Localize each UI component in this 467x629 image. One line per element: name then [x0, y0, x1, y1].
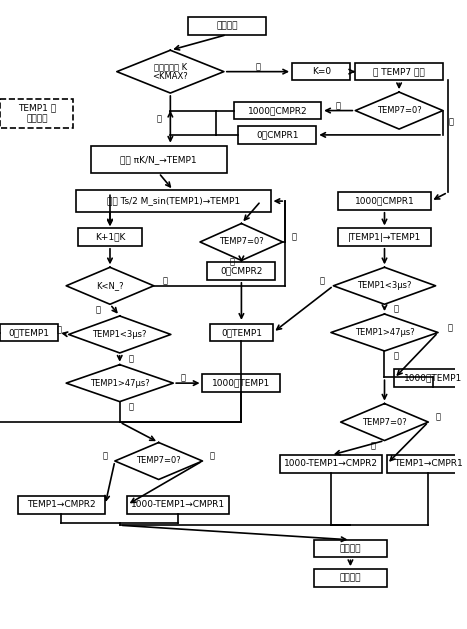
Text: 现场保护: 现场保护: [216, 21, 238, 30]
Bar: [394, 369, 467, 387]
Text: 是: 是: [319, 276, 324, 286]
Bar: [18, 496, 105, 513]
Bar: [314, 569, 387, 587]
Text: 对 TEMP7 求反: 对 TEMP7 求反: [373, 67, 425, 76]
Text: |TEMP1|→TEMP1: |TEMP1|→TEMP1: [348, 233, 421, 242]
Text: 1000－TEMP1: 1000－TEMP1: [404, 374, 462, 383]
Bar: [355, 63, 443, 81]
Bar: [210, 324, 273, 342]
Text: 0－TEMP1: 0－TEMP1: [221, 328, 262, 337]
Text: 是: 是: [229, 257, 234, 266]
Text: 否: 否: [255, 62, 261, 71]
Bar: [292, 63, 350, 81]
Text: 否: 否: [292, 233, 297, 242]
Text: 0－CMPR2: 0－CMPR2: [220, 267, 262, 276]
Bar: [78, 228, 142, 246]
Text: TEMP1<3μs?: TEMP1<3μs?: [92, 330, 147, 339]
Text: 否: 否: [370, 441, 375, 450]
Text: K+1－K: K+1－K: [95, 233, 125, 242]
Text: 是: 是: [336, 101, 341, 110]
Text: TEMP7=0?: TEMP7=0?: [219, 238, 264, 247]
Bar: [207, 262, 276, 280]
Bar: [91, 145, 227, 173]
Text: 是: 是: [156, 115, 161, 124]
Text: 现场恢复: 现场恢复: [340, 544, 361, 553]
Text: TEMP1>47μs?: TEMP1>47μs?: [354, 328, 414, 337]
Text: 0－CMPR1: 0－CMPR1: [256, 130, 299, 140]
Text: TEMP7=0?: TEMP7=0?: [362, 418, 407, 426]
Text: 否: 否: [129, 402, 134, 411]
Text: K=0: K=0: [311, 67, 331, 76]
Text: 0－TEMP1: 0－TEMP1: [9, 328, 50, 337]
Text: 是: 是: [210, 452, 215, 460]
Bar: [0, 99, 73, 128]
Bar: [0, 324, 58, 342]
Text: TEMP1 为
暂存变量: TEMP1 为 暂存变量: [18, 104, 56, 123]
Bar: [234, 102, 321, 120]
Text: 否: 否: [448, 118, 453, 127]
Text: 是: 是: [96, 306, 101, 314]
Bar: [387, 455, 467, 472]
Text: 否: 否: [163, 276, 168, 286]
Text: 计算 πK/N_→TEMP1: 计算 πK/N_→TEMP1: [120, 155, 197, 164]
Text: 否: 否: [394, 352, 399, 360]
Text: 1000-TEMP1→CMPR2: 1000-TEMP1→CMPR2: [284, 459, 378, 469]
Text: 计算 Ts/2 M_sin(TEMP1)→TEMP1: 计算 Ts/2 M_sin(TEMP1)→TEMP1: [106, 197, 240, 206]
Bar: [127, 496, 229, 513]
Text: 是: 是: [181, 374, 185, 383]
Text: 否: 否: [394, 304, 399, 314]
Bar: [280, 455, 382, 472]
Text: 中断返回: 中断返回: [340, 573, 361, 582]
Bar: [188, 17, 266, 35]
Bar: [239, 126, 316, 143]
Text: 否: 否: [129, 354, 134, 364]
Text: K<N_?: K<N_?: [96, 281, 124, 291]
Text: 否: 否: [103, 452, 107, 460]
Text: 是: 是: [57, 325, 61, 334]
Text: 1000－TEMP1: 1000－TEMP1: [212, 379, 270, 387]
Text: TEMP7=0?: TEMP7=0?: [136, 457, 181, 465]
Bar: [338, 228, 431, 246]
Text: TEMP1>47μs?: TEMP1>47μs?: [90, 379, 149, 387]
Text: TEMP1→CMPR1: TEMP1→CMPR1: [394, 459, 463, 469]
Bar: [314, 540, 387, 557]
Text: TEMP1→CMPR2: TEMP1→CMPR2: [27, 500, 96, 509]
Bar: [76, 191, 270, 212]
Text: 1000－CMPR2: 1000－CMPR2: [248, 106, 307, 115]
Text: TEMP7=0?: TEMP7=0?: [377, 106, 422, 115]
Text: 采样点序号 K
<KMAX?: 采样点序号 K <KMAX?: [152, 62, 188, 81]
Text: 是: 是: [447, 323, 452, 332]
Bar: [203, 374, 280, 392]
Bar: [338, 192, 431, 210]
Text: 1000-TEMP1→CMPR1: 1000-TEMP1→CMPR1: [131, 500, 225, 509]
Text: 是: 是: [436, 413, 440, 421]
Text: TEMP1<3μs?: TEMP1<3μs?: [357, 281, 412, 291]
Text: 1000－CMPR1: 1000－CMPR1: [354, 197, 414, 206]
